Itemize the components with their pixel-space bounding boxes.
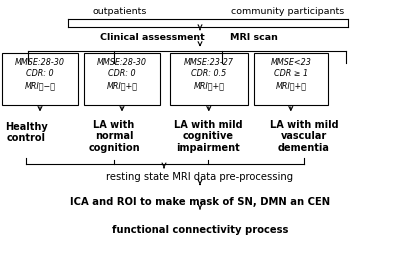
Text: CDR: 0.5: CDR: 0.5 bbox=[191, 69, 227, 78]
Text: CDR: 0: CDR: 0 bbox=[26, 69, 54, 78]
Text: LA with
normal
cognition: LA with normal cognition bbox=[88, 120, 140, 153]
FancyBboxPatch shape bbox=[84, 53, 160, 105]
FancyBboxPatch shape bbox=[2, 53, 78, 105]
Text: LA with mild
cognitive
impairment: LA with mild cognitive impairment bbox=[174, 120, 242, 153]
Text: MMSE:28-30: MMSE:28-30 bbox=[97, 58, 147, 67]
Text: MRI（+）: MRI（+） bbox=[194, 82, 224, 91]
Text: resting state MRI data pre-processing: resting state MRI data pre-processing bbox=[106, 172, 294, 182]
Text: MMSE:23-27: MMSE:23-27 bbox=[184, 58, 234, 67]
Text: LA with mild
vascular
dementia: LA with mild vascular dementia bbox=[270, 120, 338, 153]
Text: Healthy
control: Healthy control bbox=[5, 122, 47, 143]
Text: MRI（+）: MRI（+） bbox=[276, 82, 306, 91]
Text: functional connectivity process: functional connectivity process bbox=[112, 225, 288, 235]
FancyBboxPatch shape bbox=[170, 53, 248, 105]
Text: ICA and ROI to make mask of SN, DMN an CEN: ICA and ROI to make mask of SN, DMN an C… bbox=[70, 197, 330, 207]
Text: CDR: 0: CDR: 0 bbox=[108, 69, 136, 78]
Text: CDR ≥ 1: CDR ≥ 1 bbox=[274, 69, 308, 78]
Text: MRI（−）: MRI（−） bbox=[24, 82, 56, 91]
Text: community participants: community participants bbox=[231, 7, 345, 16]
Text: MMSE:28-30: MMSE:28-30 bbox=[15, 58, 65, 67]
Text: MRI scan: MRI scan bbox=[230, 33, 278, 42]
Text: MMSE<23: MMSE<23 bbox=[270, 58, 312, 67]
Text: MRI（+）: MRI（+） bbox=[106, 82, 138, 91]
Text: Clinical assessment: Clinical assessment bbox=[100, 33, 204, 42]
FancyBboxPatch shape bbox=[254, 53, 328, 105]
Text: outpatients: outpatients bbox=[93, 7, 147, 16]
